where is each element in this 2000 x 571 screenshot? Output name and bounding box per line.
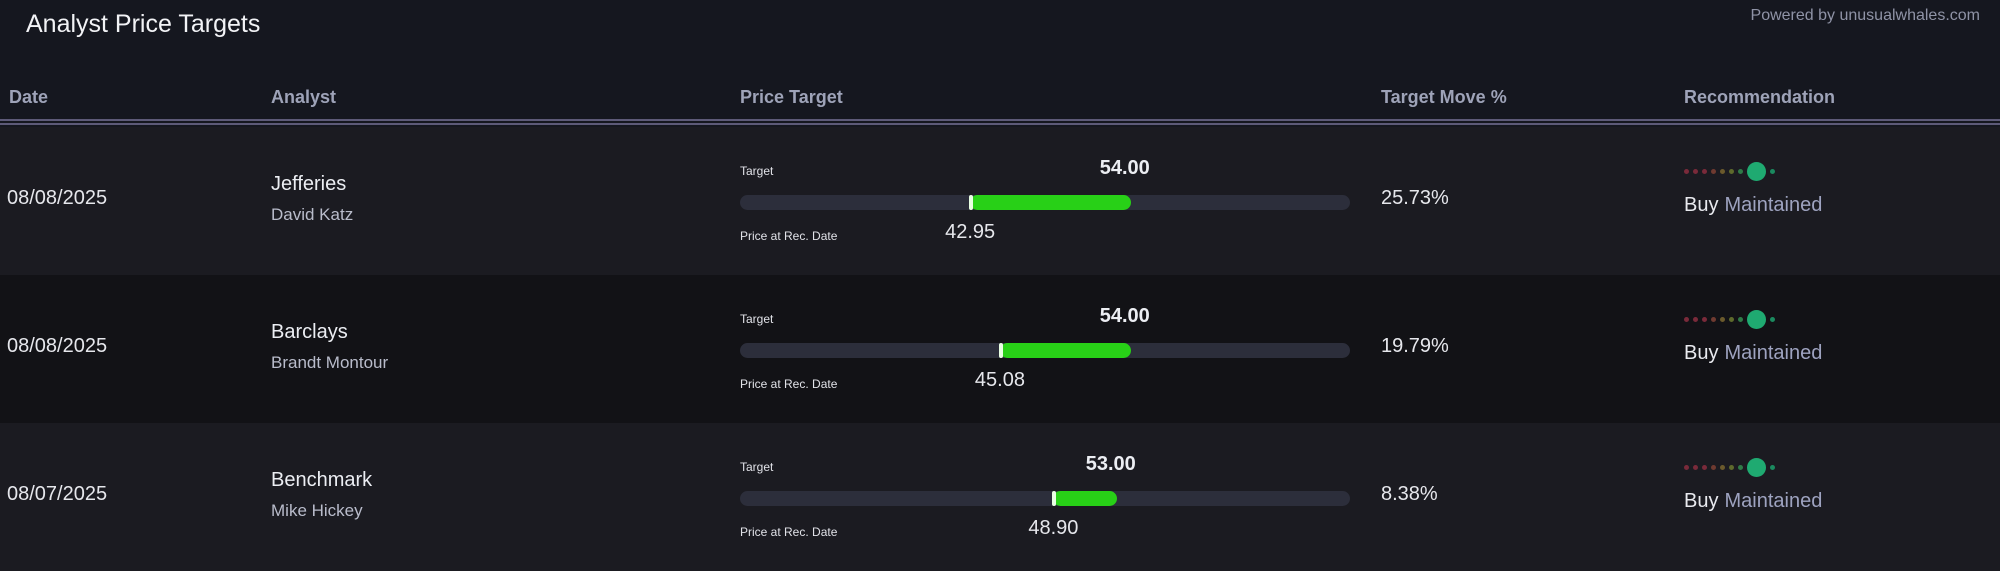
- rating-label: Buy: [1684, 342, 1719, 364]
- target-label: Target: [740, 460, 774, 474]
- rating-action: Maintained: [1724, 342, 1823, 364]
- rating-label: Buy: [1684, 490, 1719, 512]
- rating-scale: [1684, 457, 1779, 477]
- page-header: Analyst Price Targets Powered by unusual…: [0, 0, 2000, 60]
- analyst-name: David Katz: [271, 205, 354, 224]
- rating-dot: [1720, 168, 1725, 174]
- row-date: 08/07/2025: [7, 483, 108, 505]
- rating-dot: [1711, 168, 1716, 174]
- price-range-fill: [970, 195, 1131, 210]
- price-at-rec-value: 48.90: [1028, 517, 1079, 539]
- price-range-bar: [740, 195, 1350, 210]
- row-date: 08/08/2025: [7, 187, 108, 209]
- analyst-firm: Jefferies: [271, 173, 347, 195]
- recommendation: Buy Maintained: [1684, 194, 1822, 217]
- target-value: 54.00: [1099, 157, 1150, 179]
- rating-dot: [1684, 464, 1689, 470]
- analyst-firm: Barclays: [271, 321, 348, 343]
- rating-dot: [1729, 168, 1734, 174]
- column-header-recommendation[interactable]: Recommendation: [1684, 87, 1836, 107]
- analyst-firm: Benchmark: [271, 469, 373, 491]
- column-header-analyst[interactable]: Analyst: [271, 87, 337, 107]
- rating-dot: [1684, 316, 1689, 322]
- rating-label: Buy: [1684, 194, 1719, 216]
- rating-scale: [1684, 309, 1779, 329]
- analyst-name: Mike Hickey: [271, 501, 363, 520]
- column-header-target-move[interactable]: Target Move %: [1381, 87, 1507, 107]
- table-row[interactable]: 08/08/2025 Barclays Brandt Montour Target 54…: [0, 275, 2000, 423]
- rating-dot: [1684, 168, 1689, 174]
- price-at-rec-value: 45.08: [974, 369, 1025, 391]
- rating-action: Maintained: [1724, 490, 1823, 512]
- page-title: Analyst Price Targets: [26, 10, 261, 38]
- target-move-percent: 8.38%: [1381, 483, 1438, 505]
- rating-dot: [1720, 316, 1725, 322]
- rating-dot: [1729, 464, 1734, 470]
- rating-dot: [1702, 168, 1707, 174]
- recommendation: Buy Maintained: [1684, 342, 1822, 365]
- rating-dot: [1729, 316, 1734, 322]
- analyst-name: Brandt Montour: [271, 353, 389, 372]
- target-move-percent: 25.73%: [1381, 187, 1449, 209]
- rating-dot: [1702, 316, 1707, 322]
- price-at-rec-label: Price at Rec. Date: [740, 229, 838, 243]
- price-at-rec-marker: [1052, 491, 1057, 506]
- powered-by-link[interactable]: Powered by unusualwhales.com: [1750, 7, 1980, 24]
- rating-action: Maintained: [1724, 194, 1823, 216]
- price-range-fill: [999, 343, 1131, 358]
- rating-dot: [1738, 464, 1743, 470]
- price-at-rec-label: Price at Rec. Date: [740, 525, 838, 539]
- rating-dot: [1702, 464, 1707, 470]
- recommendation: Buy Maintained: [1684, 490, 1822, 513]
- target-move-percent: 19.79%: [1381, 335, 1449, 357]
- rating-active-dot: [1747, 161, 1766, 181]
- table-row[interactable]: 08/08/2025 Jefferies David Katz Target 54.00…: [0, 127, 2000, 275]
- price-at-rec-marker: [998, 343, 1003, 358]
- table-header: Date Analyst Price Target Target Move % …: [0, 70, 2000, 120]
- rating-dot: [1720, 464, 1725, 470]
- rating-dot: [1738, 168, 1743, 174]
- price-at-rec-marker: [969, 195, 974, 210]
- row-date: 08/08/2025: [7, 335, 108, 357]
- rating-dot: [1693, 464, 1698, 470]
- column-header-date[interactable]: Date: [9, 87, 49, 107]
- rating-dot: [1738, 316, 1743, 322]
- target-label: Target: [740, 164, 774, 178]
- rating-active-dot: [1747, 457, 1766, 477]
- price-range-bar: [740, 343, 1350, 358]
- rating-scale: [1684, 161, 1779, 181]
- rating-active-dot: [1747, 309, 1766, 329]
- header-divider: [0, 119, 2000, 125]
- rating-dot: [1693, 316, 1698, 322]
- table-row[interactable]: 08/07/2025 Benchmark Mike Hickey Target 53.0…: [0, 423, 2000, 571]
- target-label: Target: [740, 312, 774, 326]
- rating-dot: [1711, 464, 1716, 470]
- price-range-bar: [740, 491, 1350, 506]
- rating-dot: [1770, 168, 1775, 174]
- target-value: 53.00: [1085, 453, 1136, 475]
- rating-dot: [1770, 316, 1775, 322]
- price-range-fill: [1053, 491, 1117, 506]
- rating-dot: [1770, 464, 1775, 470]
- rating-dot: [1693, 168, 1698, 174]
- column-header-price-target[interactable]: Price Target: [740, 87, 843, 107]
- rating-dot: [1711, 316, 1716, 322]
- price-at-rec-label: Price at Rec. Date: [740, 377, 838, 391]
- target-value: 54.00: [1099, 305, 1150, 327]
- price-at-rec-value: 42.95: [945, 221, 996, 243]
